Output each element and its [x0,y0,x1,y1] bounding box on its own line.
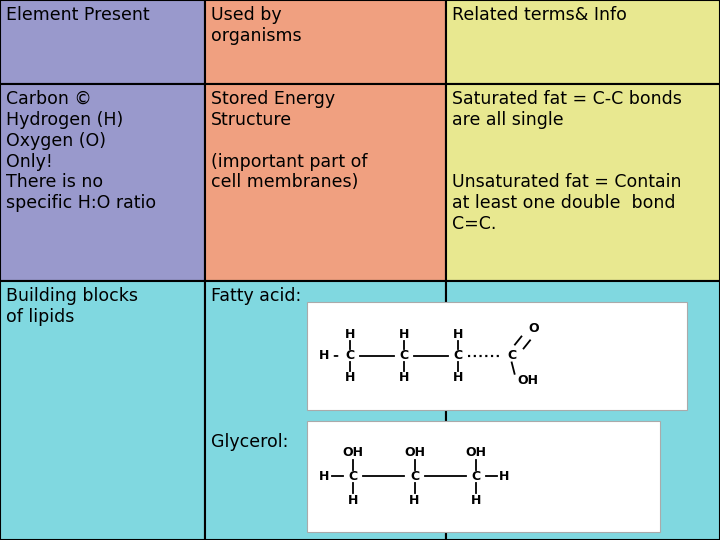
Bar [205,84,446,281]
Text: Saturated fat = C-C bonds
are all single


Unsaturated fat = Contain
at least on: Saturated fat = C-C bonds are all single… [452,90,682,233]
Text: C: C [453,349,462,362]
Text: H: H [319,349,330,362]
Text: H: H [398,328,409,341]
Text: C: C [471,470,480,483]
Text: C: C [410,470,419,483]
Text: H: H [452,371,463,384]
Text: H: H [499,470,510,483]
Text: C: C [399,349,408,362]
Text: H: H [398,371,409,384]
Bar [446,0,720,84]
Text: Element Present: Element Present [6,6,149,24]
Text: H: H [470,494,481,507]
Bar [307,301,687,410]
Text: H: H [409,494,420,507]
Text: Used by
organisms: Used by organisms [211,6,302,45]
Bar [0,84,205,281]
Text: O: O [528,322,539,335]
Text: H: H [348,494,359,507]
Text: Stored Energy
Structure

(important part of
cell membranes): Stored Energy Structure (important part … [211,90,367,191]
Text: Carbon ©
Hydrogen (H)
Oxygen (O)
Only!
There is no
specific H:O ratio: Carbon © Hydrogen (H) Oxygen (O) Only! T… [6,90,156,212]
Text: Building blocks
of lipids: Building blocks of lipids [6,287,138,326]
Text: Fatty acid:






Glycerol:: Fatty acid: Glycerol: [211,287,301,451]
Text: OH: OH [343,446,364,458]
Bar [205,0,446,84]
Text: H: H [319,470,330,483]
Bar [307,421,660,532]
Text: C: C [348,470,358,483]
Bar [446,84,720,281]
Text: OH: OH [517,374,538,387]
Text: C: C [507,349,516,362]
Bar [0,281,205,540]
Text: OH: OH [404,446,425,458]
Bar [0,0,205,84]
Bar [446,281,720,540]
Text: H: H [344,328,355,341]
Text: H: H [452,328,463,341]
Text: Related terms& Info: Related terms& Info [452,6,627,24]
Text: OH: OH [465,446,486,458]
Text: H: H [344,371,355,384]
Text: C: C [345,349,354,362]
Bar [205,281,446,540]
